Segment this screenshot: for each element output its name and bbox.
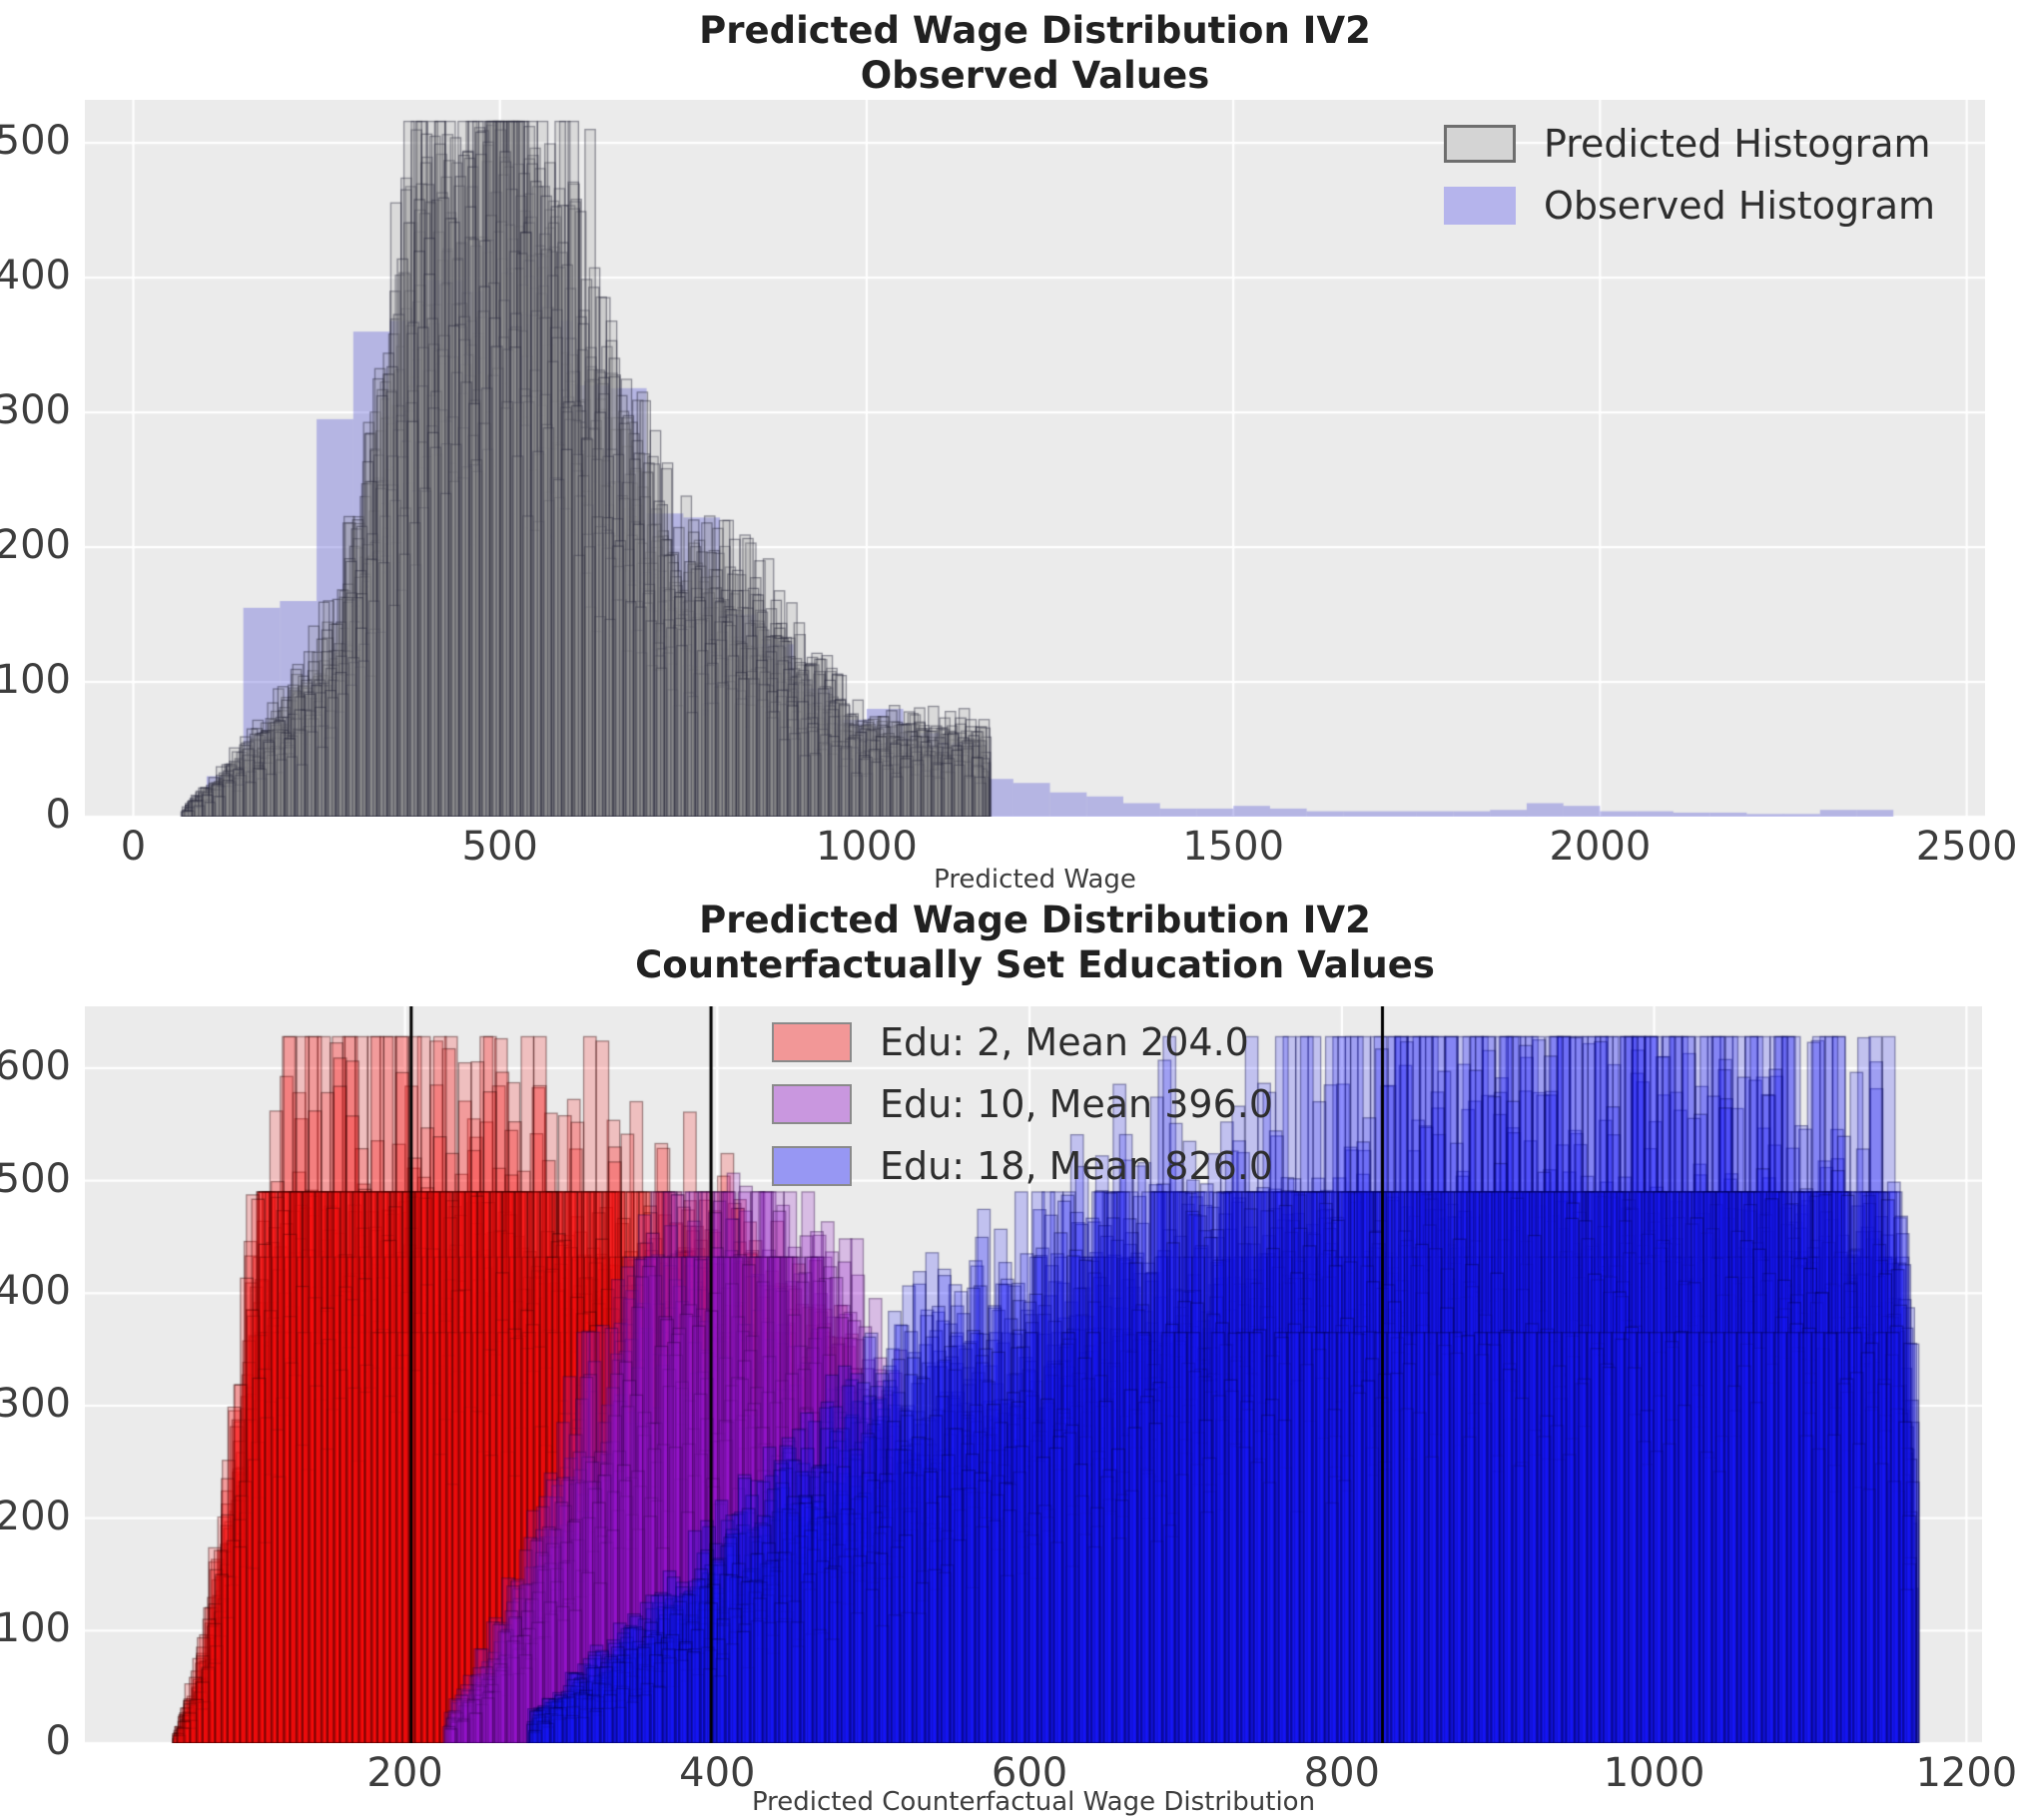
- x-tick-label: 1000: [816, 824, 918, 870]
- chart1-title: Predicted Wage Distribution IV2 Observed…: [85, 8, 1985, 98]
- y-tick-label: 400: [0, 253, 71, 300]
- chart2-x-axis-label: Predicted Counterfactual Wage Distributi…: [751, 1787, 1316, 1817]
- edu-18-swatch-icon: [772, 1146, 852, 1186]
- edu-2-label: Edu: 2, Mean 204.0: [880, 1020, 1249, 1064]
- chart2-canvas: [85, 1006, 1982, 1743]
- predicted-histogram-label: Predicted Histogram: [1543, 122, 1931, 166]
- legend-entry-observed: Observed Histogram: [1443, 184, 1935, 228]
- legend-entry-edu-2: Edu: 2, Mean 204.0: [772, 1020, 1273, 1064]
- x-tick-label: 2000: [1549, 824, 1652, 870]
- legend-entry-edu-18: Edu: 18, Mean 826.0: [772, 1144, 1273, 1188]
- y-tick-label: 300: [0, 387, 71, 434]
- edu-2-swatch-icon: [772, 1022, 852, 1062]
- y-tick-label: 200: [0, 522, 71, 569]
- observed-histogram-label: Observed Histogram: [1543, 184, 1935, 228]
- predicted-histogram-swatch-icon: [1443, 125, 1516, 163]
- chart2-title-line1: Predicted Wage Distribution IV2: [699, 899, 1371, 941]
- y-tick-label: 100: [0, 1605, 71, 1652]
- y-tick-label: 500: [0, 118, 71, 165]
- chart2-title: Predicted Wage Distribution IV2 Counterf…: [85, 898, 1985, 987]
- y-tick-label: 500: [0, 1155, 71, 1202]
- edu-10-swatch-icon: [772, 1084, 852, 1124]
- x-tick-label: 1200: [1915, 1750, 2018, 1796]
- x-tick-label: 1500: [1182, 824, 1285, 870]
- chart2-plot-area: Edu: 2, Mean 204.0 Edu: 10, Mean 396.0 E…: [85, 1006, 1982, 1743]
- x-tick-label: 400: [679, 1750, 756, 1796]
- chart1-x-axis-label: Predicted Wage: [934, 865, 1136, 895]
- x-tick-label: 200: [366, 1750, 443, 1796]
- x-tick-label: 2500: [1915, 824, 2018, 870]
- x-tick-label: 0: [120, 824, 147, 870]
- legend-entry-predicted: Predicted Histogram: [1443, 122, 1935, 166]
- chart1-legend: Predicted Histogram Observed Histogram: [1443, 122, 1935, 228]
- chart2-legend: Edu: 2, Mean 204.0 Edu: 10, Mean 396.0 E…: [772, 1020, 1273, 1188]
- y-tick-label: 200: [0, 1493, 71, 1539]
- y-tick-label: 300: [0, 1380, 71, 1427]
- y-tick-label: 100: [0, 657, 71, 704]
- edu-18-label: Edu: 18, Mean 826.0: [880, 1144, 1274, 1188]
- x-tick-label: 1000: [1603, 1750, 1705, 1796]
- chart1-canvas: [85, 100, 1985, 817]
- y-tick-label: 0: [45, 1718, 71, 1764]
- y-tick-label: 0: [45, 792, 71, 838]
- x-tick-label: 800: [1303, 1750, 1381, 1796]
- x-tick-label: 600: [991, 1750, 1068, 1796]
- legend-entry-edu-10: Edu: 10, Mean 396.0: [772, 1082, 1273, 1126]
- x-tick-label: 500: [461, 824, 538, 870]
- y-tick-label: 400: [0, 1268, 71, 1315]
- chart1-title-line1: Predicted Wage Distribution IV2: [699, 9, 1371, 52]
- observed-histogram-swatch-icon: [1443, 187, 1516, 225]
- y-tick-label: 600: [0, 1042, 71, 1089]
- chart1-title-line2: Observed Values: [860, 54, 1210, 98]
- chart2-title-line2: Counterfactually Set Education Values: [635, 943, 1435, 987]
- edu-10-label: Edu: 10, Mean 396.0: [880, 1082, 1274, 1126]
- chart1-plot-area: Predicted Histogram Observed Histogram: [85, 100, 1985, 817]
